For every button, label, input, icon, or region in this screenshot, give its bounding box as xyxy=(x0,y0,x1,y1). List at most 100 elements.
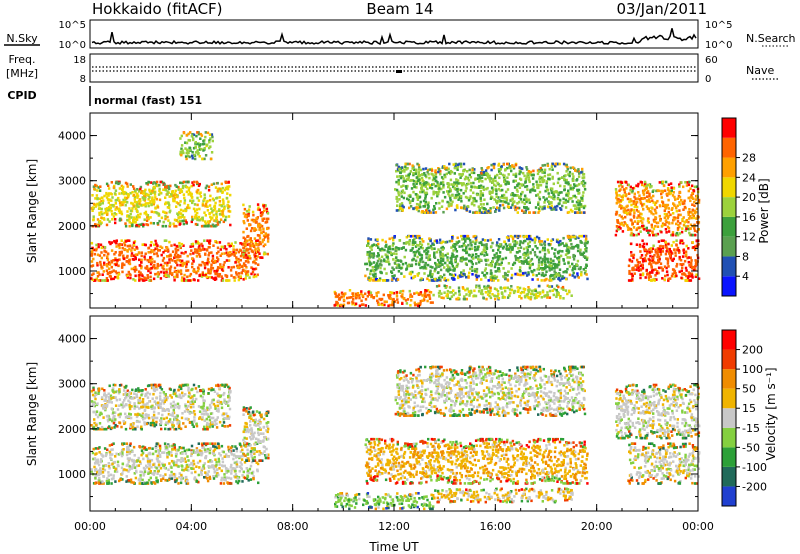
echo-cell xyxy=(152,243,156,247)
echo-cell xyxy=(138,277,141,280)
echo-cell xyxy=(461,183,464,187)
echo-cell xyxy=(149,250,153,254)
echo-cell xyxy=(94,223,97,226)
echo-cell xyxy=(266,240,270,243)
echo-cell xyxy=(367,276,371,279)
echo-cell xyxy=(434,175,438,179)
echo-cell xyxy=(552,259,555,263)
echo-cell xyxy=(501,196,505,199)
echo-cell xyxy=(180,215,183,218)
echo-cell xyxy=(460,165,463,168)
echo-cell xyxy=(438,238,442,242)
echo-cell xyxy=(473,245,477,249)
echo-cell xyxy=(117,273,121,276)
echo-cell xyxy=(225,251,228,254)
echo-cell xyxy=(489,289,492,293)
echo-cell xyxy=(399,290,402,293)
echo-cell xyxy=(571,200,574,203)
echo-cell xyxy=(415,208,419,211)
echo-cell xyxy=(491,179,495,183)
echo-cell xyxy=(501,257,505,261)
echo-cell xyxy=(428,255,431,259)
echo-cell xyxy=(678,209,681,212)
echo-cell xyxy=(524,185,527,189)
echo-cell xyxy=(463,249,467,252)
echo-cell xyxy=(541,290,545,294)
echo-cell xyxy=(156,222,159,225)
echo-cell xyxy=(195,255,199,258)
echo-cell xyxy=(179,212,183,215)
echo-cell xyxy=(665,231,668,234)
echo-cell xyxy=(230,253,234,256)
echo-cell xyxy=(577,276,580,279)
echo-cell xyxy=(215,252,219,255)
echo-cell xyxy=(212,208,216,212)
echo-cell xyxy=(210,224,213,228)
echo-cell xyxy=(94,279,97,282)
echo-cell xyxy=(179,137,182,140)
echo-cell xyxy=(554,164,557,168)
echo-cell xyxy=(629,185,632,189)
echo-cell xyxy=(690,264,693,267)
echo-cell xyxy=(427,201,430,204)
echo-cell xyxy=(180,242,184,246)
echo-cell xyxy=(266,252,269,256)
echo-cell xyxy=(400,272,403,275)
echo-cell xyxy=(216,246,220,250)
echo-cell xyxy=(204,204,207,208)
echo-cell xyxy=(227,254,230,258)
echo-cell xyxy=(156,249,160,252)
echo-cell xyxy=(464,240,467,243)
echo-cell xyxy=(144,277,147,280)
echo-cell xyxy=(440,292,443,295)
echo-cell xyxy=(541,205,544,209)
echo-cell xyxy=(99,263,102,266)
echo-cell xyxy=(527,290,531,294)
echo-cell xyxy=(229,251,232,254)
echo-cell xyxy=(209,271,212,275)
echo-cell xyxy=(172,194,175,197)
echo-cell xyxy=(683,205,687,209)
echo-cell xyxy=(379,298,383,302)
echo-cell xyxy=(676,228,680,232)
echo-cell xyxy=(433,267,437,271)
echo-cell xyxy=(119,204,122,207)
echo-cell xyxy=(391,247,395,251)
echo-cell xyxy=(472,191,475,195)
echo-cell xyxy=(367,238,370,242)
echo-cell xyxy=(543,171,546,174)
echo-cell xyxy=(243,241,246,244)
echo-cell xyxy=(404,248,408,252)
echo-cell xyxy=(136,253,139,256)
echo-cell xyxy=(582,251,586,254)
echo-cell xyxy=(124,191,127,195)
echo-cell xyxy=(179,254,182,258)
echo-cell xyxy=(615,194,619,197)
echo-cell xyxy=(185,262,188,266)
echo-cell xyxy=(470,260,473,264)
echo-cell xyxy=(434,261,437,265)
echo-cell xyxy=(364,298,368,301)
echo-cell xyxy=(206,143,209,147)
echo-cell xyxy=(437,276,441,280)
echo-cell xyxy=(179,219,182,223)
echo-cell xyxy=(625,181,628,184)
echo-cell xyxy=(192,138,195,142)
echo-cell xyxy=(545,270,548,273)
echo-cell xyxy=(141,243,144,246)
echo-cell xyxy=(635,184,638,187)
echo-cell xyxy=(529,295,533,299)
echo-cell xyxy=(429,265,432,269)
echo-cell xyxy=(147,204,150,208)
echo-cell xyxy=(618,194,621,197)
echo-cell xyxy=(657,250,660,253)
echo-cell xyxy=(144,210,148,214)
echo-cell xyxy=(517,246,520,250)
echo-cell xyxy=(123,241,126,245)
echo-cell xyxy=(122,185,125,189)
echo-cell xyxy=(407,176,410,179)
echo-cell xyxy=(410,263,413,267)
echo-cell xyxy=(396,200,399,203)
echo-cell xyxy=(550,279,553,282)
